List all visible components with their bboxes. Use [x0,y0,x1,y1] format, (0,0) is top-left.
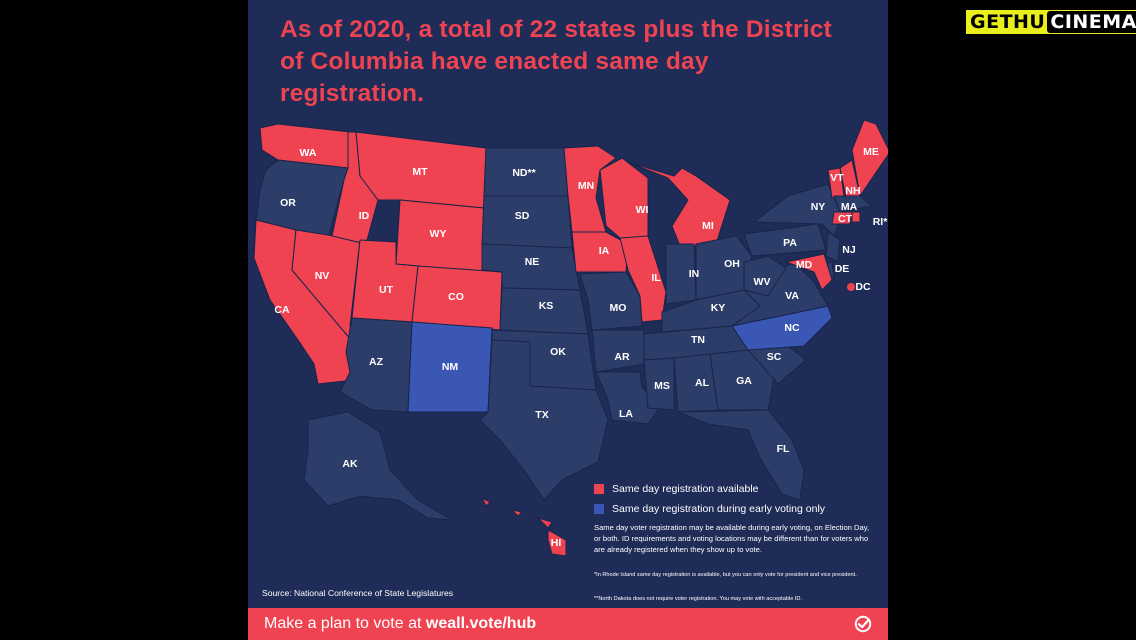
state-label-nh: NH [845,185,860,197]
note-rhode-island: *In Rhode Island same day registration i… [594,572,857,578]
note-main: Same day voter registration may be avail… [594,523,870,554]
state-label-tn: TN [691,334,705,346]
state-label-nm: NM [442,361,459,373]
brand-part-2: CINEMA [1047,11,1136,33]
check-circle-icon [854,615,872,633]
state-label-ia: IA [599,245,610,257]
state-tx [479,339,609,501]
headline: As of 2020, a total of 22 states plus th… [280,16,832,107]
footer-link[interactable]: weall.vote/hub [425,615,537,632]
state-label-nv: NV [315,270,330,282]
state-ma [833,195,874,213]
state-me [851,119,888,198]
state-md [784,253,833,291]
state-ga [709,349,775,411]
state-label-nd: ND** [512,167,536,179]
us-map: WA OR CA NV ID MT WY UT CO AZ NM ND** SD NE KS OK TX MN IA… [253,119,888,557]
state-ct [831,211,853,225]
state-label-ak: AK [342,458,358,470]
footer-bar: Make a plan to vote at weall.vote/hub [248,608,888,640]
state-hi [480,496,567,557]
state-label-ky: KY [711,302,726,314]
state-nj [825,231,841,263]
infographic-card: As of 2020, a total of 22 states plus th… [248,0,888,640]
state-label-tx: TX [535,409,548,421]
state-label-ok: OK [550,346,566,358]
state-label-md: MD [796,259,813,271]
state-label-ut: UT [379,284,394,296]
state-il [619,235,667,323]
state-label-ct: CT [838,213,853,225]
legend-item-available: Same day registration available [594,483,759,495]
state-label-va: VA [785,290,799,302]
state-label-co: CO [448,291,464,303]
state-label-oh: OH [724,258,740,270]
state-label-vt: VT [830,172,844,184]
state-label-nc: NC [784,322,800,334]
state-dc-marker [847,283,855,291]
state-label-sd: SD [515,210,530,222]
state-label-sc: SC [767,351,782,363]
state-label-pa: PA [783,237,797,249]
legend-swatch-early [594,504,604,514]
state-sd [481,195,573,249]
state-label-dc: DC [855,281,871,293]
state-label-ca: CA [274,304,290,316]
state-wv [743,255,787,297]
state-ak [303,411,453,521]
state-label-wa: WA [300,147,317,159]
state-label-ms: MS [654,380,670,392]
state-wi [599,157,649,239]
state-label-ga: GA [736,375,752,387]
state-label-ne: NE [525,256,540,268]
state-label-mn: MN [578,180,594,192]
state-label-fl: FL [777,443,790,455]
state-label-az: AZ [369,356,384,368]
footer-text: Make a plan to vote at weall.vote/hub [264,614,536,634]
state-label-al: AL [695,377,710,389]
state-fl [677,409,805,501]
state-label-de: DE [835,263,850,275]
state-label-ma: MA [841,201,858,213]
state-ms [643,357,675,411]
footer-prefix: Make a plan to vote at [264,615,426,632]
state-label-mi: MI [702,220,714,232]
legend-swatch-available [594,484,604,494]
state-label-ri: RI* [873,216,888,228]
state-label-mt: MT [412,166,428,178]
legend-label-early: Same day registration during early votin… [612,503,826,515]
state-mn [563,145,617,233]
state-label-id: ID [359,210,370,222]
state-label-hi: HI [551,537,562,549]
state-label-ks: KS [539,300,554,312]
state-mo [579,271,643,331]
state-label-la: LA [619,408,633,420]
state-label-mo: MO [610,302,627,314]
state-label-wv: WV [754,276,771,288]
source-credit: Source: National Conference of State Leg… [262,588,454,598]
state-label-ny: NY [811,201,826,213]
state-label-il: IL [651,272,661,284]
legend-item-early: Same day registration during early votin… [594,503,825,515]
state-label-ar: AR [614,351,630,363]
state-label-wy: WY [430,228,447,240]
state-la [595,371,663,425]
legend-label-available: Same day registration available [612,483,759,495]
state-label-nj: NJ [842,244,856,256]
brand-watermark: GETHU CINEMA [966,10,1136,34]
state-label-me: ME [863,146,879,158]
brand-part-1: GETHU [970,11,1046,33]
state-label-or: OR [280,197,296,209]
state-label-wi: WI [636,204,649,216]
note-north-dakota: **North Dakota does not require voter re… [594,596,803,602]
state-label-in: IN [689,268,700,280]
state-ri [851,211,861,223]
